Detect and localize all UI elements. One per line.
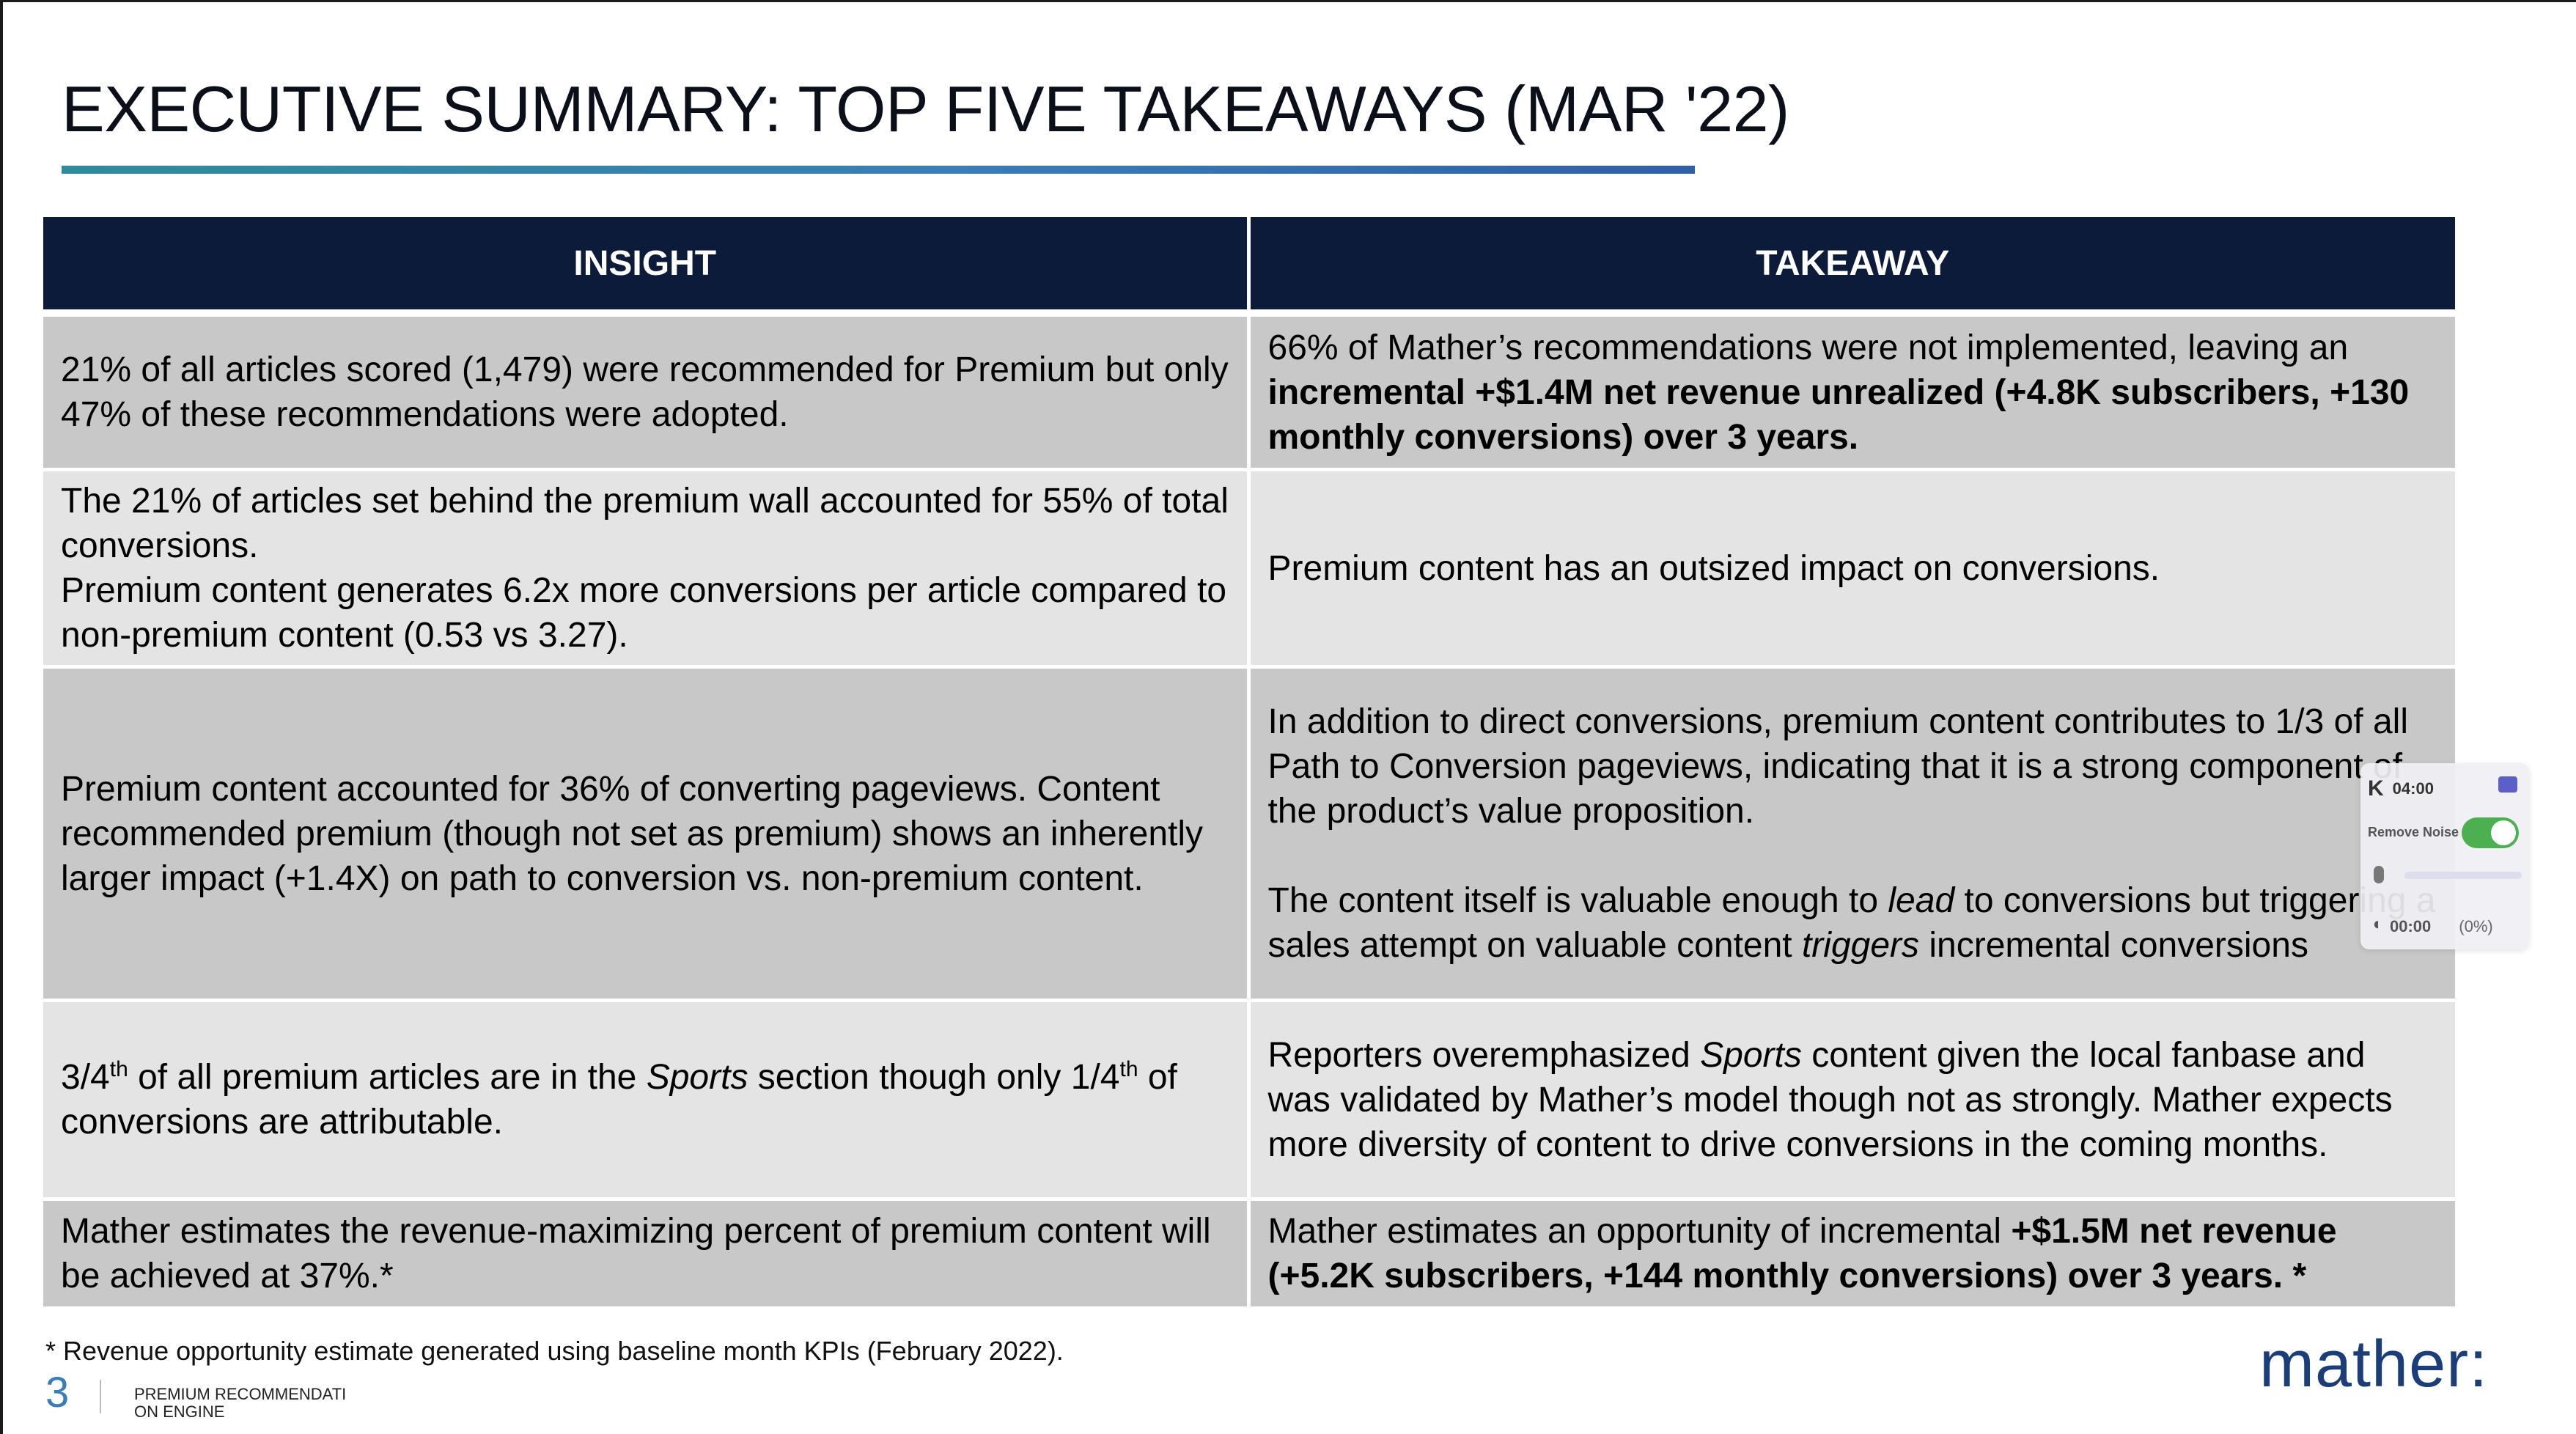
- insight-cell: 21% of all articles scored (1,479) were …: [43, 317, 1247, 468]
- takeaway-cell: In addition to direct conversions, premi…: [1250, 669, 2455, 999]
- takeaway-cell: Reporters overemphasized Sports content …: [1250, 1002, 2455, 1197]
- insight-cell: Mather estimates the revenue-maximizing …: [43, 1201, 1247, 1306]
- takeaway-text: In addition to direct conversions, premi…: [1267, 702, 2436, 965]
- toggle-knob: [2491, 820, 2516, 845]
- divider: [100, 1380, 101, 1413]
- deck-caption: PREMIUM RECOMMENDATI ON ENGINE: [134, 1385, 347, 1421]
- header-insight: INSIGHT: [43, 217, 1247, 309]
- insight-text: 3/4th of all premium articles are in the…: [61, 1057, 1177, 1141]
- recorder-timer: 04:00: [2392, 779, 2434, 798]
- takeaways-table: INSIGHT TAKEAWAY 21% of all articles sco…: [43, 217, 2455, 1306]
- takeaway-text: Reporters overemphasized Sports content …: [1267, 1035, 2393, 1164]
- playback-percent: (0%): [2459, 917, 2493, 935]
- table-row: 3/4th of all premium articles are in the…: [43, 1002, 2455, 1197]
- title-underline: [62, 166, 1695, 174]
- takeaway-cell: Premium content has an outsized impact o…: [1250, 471, 2455, 665]
- brand-logo: mather:: [2259, 1328, 2489, 1401]
- mic-level-bar: [2404, 872, 2522, 879]
- playback-time: 00:00: [2390, 917, 2432, 935]
- takeaway-cell: Mather estimates an opportunity of incre…: [1250, 1201, 2455, 1306]
- insight-text: Premium content accounted for 36% of con…: [61, 769, 1204, 898]
- table-row: The 21% of articles set behind the premi…: [43, 471, 2455, 665]
- slide-border: [0, 0, 3, 1434]
- insight-cell: 3/4th of all premium articles are in the…: [43, 1002, 1247, 1197]
- recorder-widget[interactable]: K 04:00 Remove Noise 00:00 (0%) ◖: [2360, 763, 2529, 949]
- microphone-icon[interactable]: [2374, 866, 2384, 883]
- speaker-icon[interactable]: ◖: [2371, 914, 2382, 934]
- insight-cell: Premium content accounted for 36% of con…: [43, 669, 1247, 999]
- remove-noise-row: Remove Noise: [2368, 825, 2459, 840]
- footnote: * Revenue opportunity estimate generated…: [45, 1336, 1064, 1366]
- header-takeaway: TAKEAWAY: [1250, 217, 2455, 309]
- table-header-row: INSIGHT TAKEAWAY: [43, 217, 2455, 309]
- takeaway-text: Premium content has an outsized impact o…: [1267, 548, 2160, 588]
- takeaway-text: Mather estimates an opportunity of incre…: [1267, 1212, 2337, 1295]
- takeaway-text: 66% of Mather’s recommendations were not…: [1267, 328, 2410, 457]
- table-row: Premium content accounted for 36% of con…: [43, 669, 2455, 999]
- table-row: 21% of all articles scored (1,479) were …: [43, 317, 2455, 468]
- meeting-app-icon[interactable]: [2498, 776, 2517, 793]
- takeaway-cell: 66% of Mather’s recommendations were not…: [1250, 317, 2455, 468]
- insight-cell: The 21% of articles set behind the premi…: [43, 471, 1247, 665]
- page-number: 3: [45, 1369, 70, 1416]
- insight-text: Mather estimates the revenue-maximizing …: [61, 1212, 1211, 1295]
- slide-title: EXECUTIVE SUMMARY: TOP FIVE TAKEAWAYS (M…: [62, 73, 1789, 145]
- remove-noise-label: Remove Noise: [2368, 825, 2459, 839]
- insight-text: 21% of all articles scored (1,479) were …: [61, 350, 1229, 434]
- slide-border: [0, 0, 2576, 2]
- recorder-logo-icon: K: [2368, 776, 2384, 801]
- playback-row: 00:00 (0%): [2390, 917, 2493, 936]
- remove-noise-toggle[interactable]: [2462, 817, 2519, 848]
- recorder-header: K 04:00: [2368, 776, 2434, 801]
- table-row: Mather estimates the revenue-maximizing …: [43, 1201, 2455, 1306]
- insight-text: The 21% of articles set behind the premi…: [61, 482, 1229, 655]
